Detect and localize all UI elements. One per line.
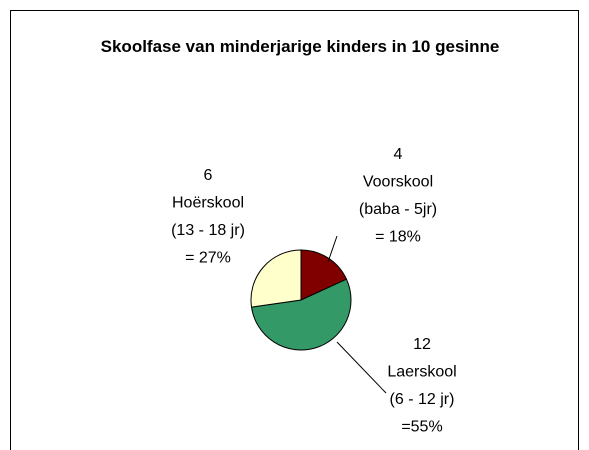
slice-label: =55% — [401, 419, 442, 436]
slice-label: (13 - 18 jr) — [171, 222, 245, 239]
pie-slice — [300, 249, 348, 301]
slice-label: 4 — [394, 146, 403, 163]
pie-slice — [250, 249, 302, 308]
slice-label: 12 — [413, 336, 431, 353]
leader-line — [327, 235, 338, 263]
slice-label: = 18% — [375, 229, 421, 246]
slice-label: = 27% — [185, 250, 231, 267]
slice-label: Laerskool — [387, 364, 456, 381]
slice-label: 6 — [204, 167, 213, 184]
slice-label: Voorskool — [363, 174, 433, 191]
slice-label: (6 - 12 jr) — [390, 391, 455, 408]
pie-slice — [250, 278, 352, 351]
chart-title: Skoolfase van minderjarige kinders in 10… — [100, 37, 500, 56]
leader-line — [336, 341, 387, 394]
slice-label: (baba - 5jr) — [359, 201, 437, 218]
slice-label: Hoërskool — [172, 195, 244, 212]
chart-frame — [10, 10, 579, 450]
